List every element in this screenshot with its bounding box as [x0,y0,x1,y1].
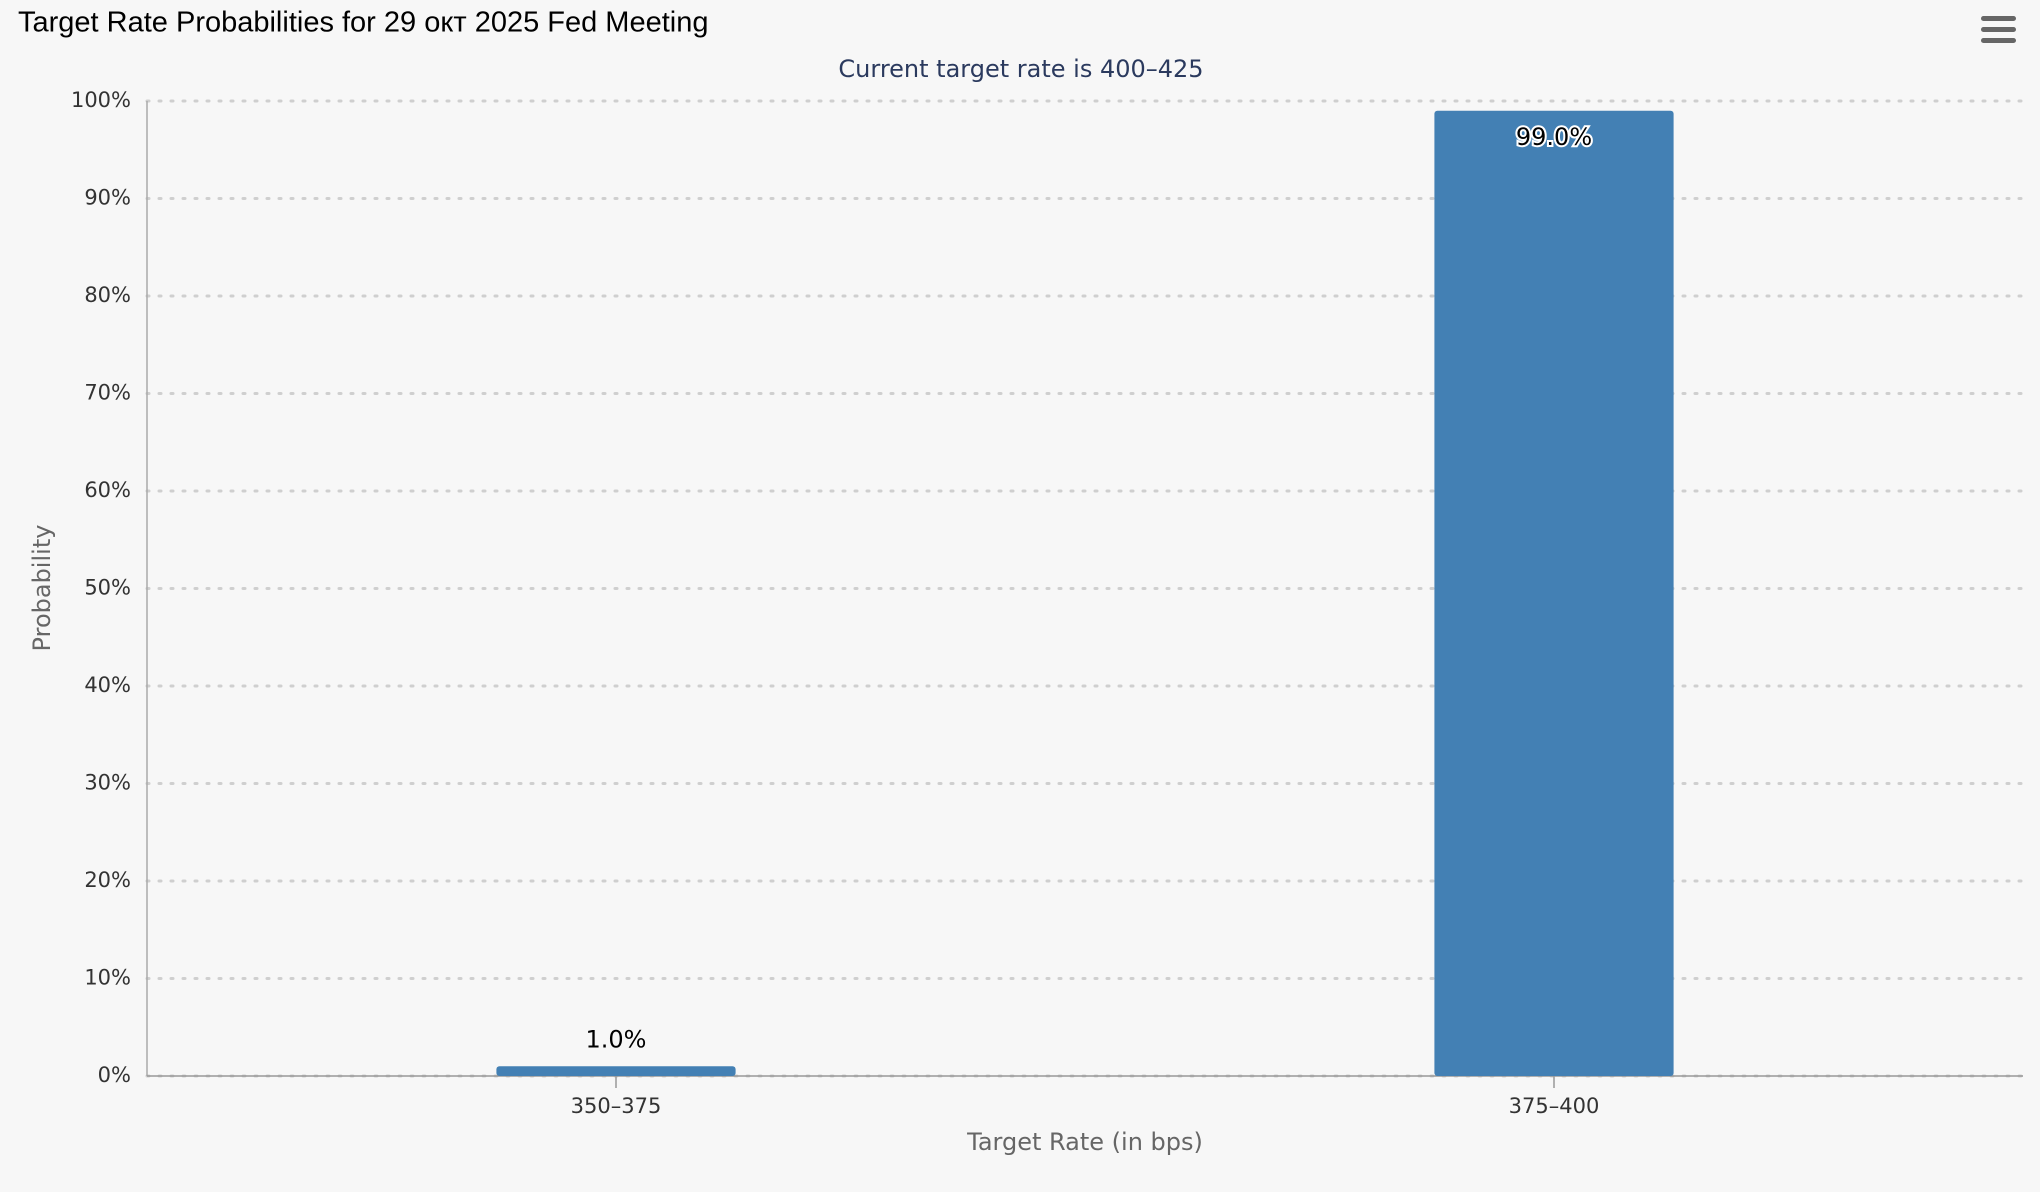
y-tick-label: 0% [98,1063,131,1087]
y-tick-label: 80% [84,283,131,307]
x-tick-label: 350–375 [571,1094,662,1118]
value-label: 99.0% [1516,123,1592,151]
chart-subtitle: Current target rate is 400–425 [838,55,1203,83]
y-tick-label: 20% [84,868,131,892]
menu-bar [1981,27,2016,32]
value-label: 1.0% [586,1025,647,1053]
menu-bar [1981,16,2016,21]
y-tick-label: 30% [84,771,131,795]
y-tick-label: 10% [84,966,131,990]
bar [496,1066,736,1076]
x-axis-title: Target Rate (in bps) [966,1128,1203,1156]
y-tick-label: 100% [71,88,131,112]
menu-button[interactable] [1981,16,2016,43]
y-tick-label: 40% [84,673,131,697]
menu-bar [1981,38,2016,43]
y-tick-label: 60% [84,478,131,502]
y-tick-label: 50% [84,576,131,600]
y-tick-label: 70% [84,381,131,405]
chart-title: Target Rate Probabilities for 29 окт 202… [18,7,708,39]
bar [1434,110,1674,1076]
y-tick-label: 90% [84,186,131,210]
y-axis-title: Probability [28,525,56,652]
x-tick-label: 375–400 [1509,1094,1600,1118]
